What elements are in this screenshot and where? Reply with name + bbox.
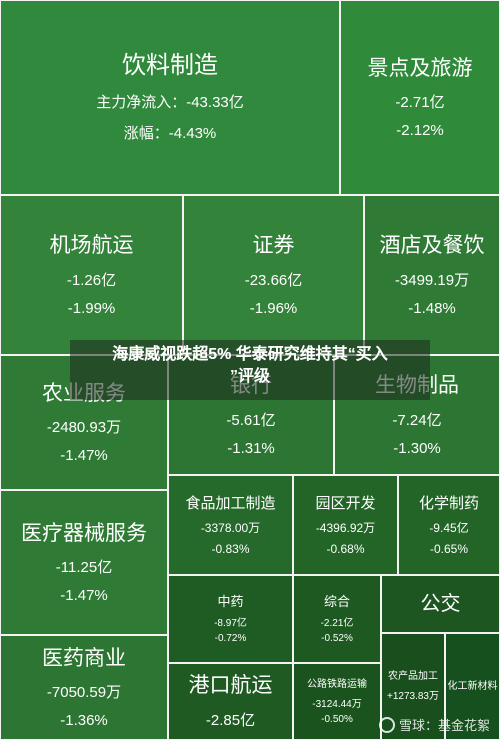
tile-pharma-commerce[interactable]: 医药商业 -7050.59万 -1.36% bbox=[0, 635, 168, 740]
tile-change: -1.48% bbox=[408, 299, 456, 317]
tile-name: 景点及旅游 bbox=[367, 56, 473, 80]
tile-composite[interactable]: 综合 -2.21亿 -0.52% bbox=[293, 575, 381, 663]
tile-inflow: -7.24亿 bbox=[392, 411, 442, 429]
xueqiu-watermark: 雪球：基金花絮 bbox=[378, 715, 490, 734]
tile-change: -1.96% bbox=[249, 299, 298, 317]
tile-chemical-pharma[interactable]: 化学制药 -9.45亿 -0.65% bbox=[398, 475, 500, 575]
tile-name: 机场航运 bbox=[49, 234, 134, 258]
tile-inflow: -3378.00万 bbox=[200, 520, 261, 535]
tile-change: -2.12% bbox=[396, 122, 444, 140]
tile-name: 证券 bbox=[252, 234, 295, 258]
tile-airport-shipping[interactable]: 机场航运 -1.26亿 -1.99% bbox=[0, 195, 183, 355]
tile-tcm[interactable]: 中药 -8.97亿 -0.72% bbox=[168, 575, 293, 663]
headline-ghost-text: 海康威视跌超5% 华泰研究维持其“买入 bbox=[112, 346, 388, 363]
tile-inflow: -3124.44万 bbox=[312, 698, 362, 710]
tile-name: 饮料制造 bbox=[122, 52, 218, 80]
tile-change: -1.36% bbox=[60, 712, 108, 730]
tile-name: 食品加工制造 bbox=[185, 494, 276, 512]
tile-inflow: -11.25亿 bbox=[55, 559, 113, 577]
tile-change: -1.47% bbox=[60, 447, 108, 465]
headline-line1: 海康威视跌超5% 华泰研究维持其“买入 bbox=[112, 346, 388, 363]
tile-park-development[interactable]: 园区开发 -4396.92万 -0.68% bbox=[293, 475, 398, 575]
tile-change: -1.30% bbox=[393, 439, 441, 457]
tile-securities[interactable]: 证券 -23.66亿 -1.96% bbox=[183, 195, 364, 355]
xueqiu-logo-icon bbox=[378, 716, 395, 733]
tile-change: -0.83% bbox=[211, 541, 250, 556]
tile-inflow: -2.85亿 bbox=[205, 711, 256, 729]
tile-change: -0.68% bbox=[326, 541, 365, 556]
tile-inflow: -7050.59万 bbox=[46, 684, 122, 702]
tile-hotel-catering[interactable]: 酒店及餐饮 -3499.19万 -1.48% bbox=[364, 195, 500, 355]
tile-inflow: -5.61亿 bbox=[226, 411, 276, 429]
tile-inflow: -9.45亿 bbox=[429, 520, 469, 535]
tile-inflow: -4396.92万 bbox=[315, 520, 376, 535]
tile-change: -1.99% bbox=[67, 299, 116, 317]
tile-name: 公交 bbox=[420, 593, 461, 615]
watermark-text: 雪球：基金花絮 bbox=[398, 718, 490, 733]
tile-inflow: -23.66亿 bbox=[244, 271, 303, 289]
tile-public-transit[interactable]: 公交 bbox=[381, 575, 500, 633]
tile-inflow: -3499.19万 bbox=[394, 271, 470, 289]
tile-name: 综合 bbox=[323, 594, 350, 610]
tile-name: 酒店及餐饮 bbox=[379, 234, 485, 258]
tile-inflow: -2.21亿 bbox=[320, 617, 354, 629]
tile-name: 公路铁路运输 bbox=[307, 678, 367, 690]
news-headline-overlay[interactable]: 海康威视跌超5% 华泰研究维持其“买入 海康威视跌超5% 华泰研究维持其“买入 … bbox=[70, 340, 430, 400]
tile-food-processing[interactable]: 食品加工制造 -3378.00万 -0.83% bbox=[168, 475, 293, 575]
tile-name: 化学制药 bbox=[418, 494, 479, 512]
tile-change: -1.47% bbox=[60, 587, 108, 605]
tile-change: -0.50% bbox=[321, 713, 353, 725]
tile-name: 园区开发 bbox=[315, 494, 376, 512]
tile-inflow: -2.71亿 bbox=[395, 94, 445, 112]
tile-name: 农产品加工 bbox=[388, 671, 438, 682]
tile-inflow: -8.97亿 bbox=[214, 617, 247, 629]
tile-change: 涨幅：-4.43% bbox=[123, 124, 217, 142]
tile-name: 化工新材料 bbox=[447, 680, 498, 692]
tile-inflow: 主力净流入：-43.33亿 bbox=[96, 93, 244, 111]
tile-inflow: +1273.83万 bbox=[387, 691, 439, 702]
tile-port-shipping[interactable]: 港口航运 -2.85亿 bbox=[168, 663, 293, 740]
tile-name: 医药商业 bbox=[42, 646, 126, 670]
headline-line2: ”评级 bbox=[229, 368, 270, 385]
tile-change: -0.65% bbox=[429, 541, 469, 556]
tile-change: -0.52% bbox=[321, 632, 353, 644]
tile-medical-devices[interactable]: 医疗器械服务 -11.25亿 -1.47% bbox=[0, 490, 168, 635]
tile-road-rail[interactable]: 公路铁路运输 -3124.44万 -0.50% bbox=[293, 663, 381, 740]
tile-name: 中药 bbox=[217, 594, 244, 610]
tile-change: -1.31% bbox=[227, 439, 275, 457]
tile-inflow: -2480.93万 bbox=[46, 419, 122, 437]
tile-change: -0.72% bbox=[214, 632, 247, 644]
tile-name: 港口航运 bbox=[188, 674, 273, 698]
tile-inflow: -1.26亿 bbox=[66, 271, 117, 289]
tile-name: 医疗器械服务 bbox=[21, 521, 147, 545]
tile-beverage[interactable]: 饮料制造 主力净流入：-43.33亿 涨幅：-4.43% bbox=[0, 0, 340, 195]
tile-scenic-tourism[interactable]: 景点及旅游 -2.71亿 -2.12% bbox=[340, 0, 500, 195]
